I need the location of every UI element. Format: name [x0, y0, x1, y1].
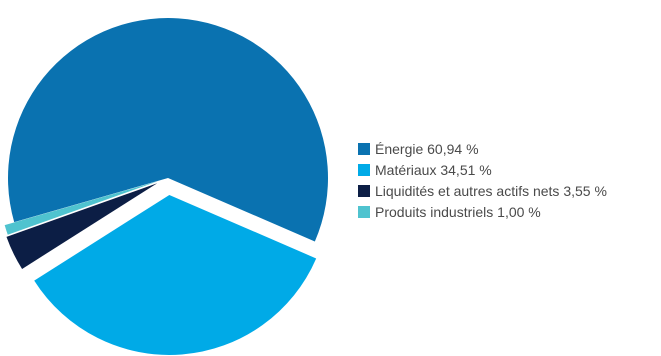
pie-chart	[4, 18, 329, 355]
legend-item-produits-industriels: Produits industriels 1,00 %	[358, 202, 607, 222]
legend-item-materiaux: Matériaux 34,51 %	[358, 160, 607, 180]
legend-swatch	[358, 143, 370, 155]
legend-item-energie: Énergie 60,94 %	[358, 139, 607, 159]
legend-label: Liquidités et autres actifs nets 3,55 %	[375, 183, 607, 199]
legend-item-liquidites: Liquidités et autres actifs nets 3,55 %	[358, 181, 607, 201]
pie-slice-4	[4, 181, 159, 235]
legend-swatch	[358, 164, 370, 176]
pie-slice-3	[6, 183, 158, 269]
legend-label: Produits industriels 1,00 %	[375, 204, 541, 220]
pie-slice-1	[8, 18, 329, 242]
legend-label: Matériaux 34,51 %	[375, 162, 492, 178]
pie-slice-2	[34, 194, 317, 355]
legend-swatch	[358, 206, 370, 218]
legend: Énergie 60,94 % Matériaux 34,51 % Liquid…	[358, 139, 607, 223]
legend-swatch	[358, 185, 370, 197]
legend-label: Énergie 60,94 %	[375, 141, 479, 157]
